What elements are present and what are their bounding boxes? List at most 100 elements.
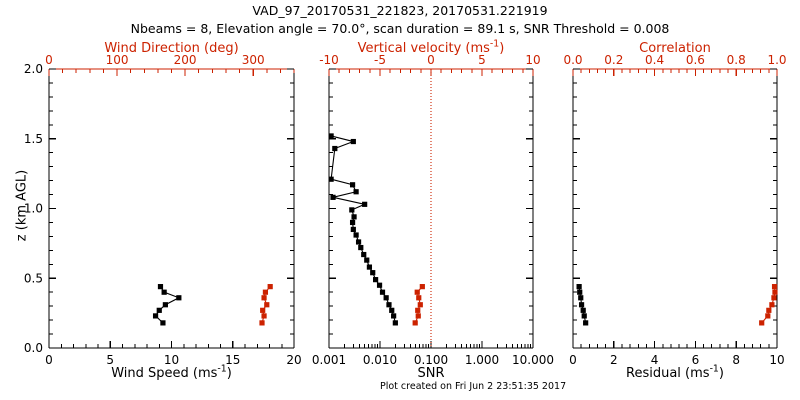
vertical-velocity-series-marker xyxy=(415,313,421,319)
snr-series-line xyxy=(330,135,396,324)
vertical-velocity-series-marker xyxy=(412,320,418,326)
wind-direction-series-marker xyxy=(267,284,273,290)
residual-series-marker xyxy=(576,284,582,290)
wind-direction-series-marker xyxy=(264,302,270,308)
snr-series-marker xyxy=(332,145,338,152)
panel-wind-top-tick-label: 200 xyxy=(174,53,197,67)
panel-snr-bottom-tick-label: 1.000 xyxy=(465,353,499,367)
panel-snr-top-tick-label: -5 xyxy=(374,53,386,67)
panel-residual-bottom-tick-label: 0 xyxy=(569,353,577,367)
panel-snr-top-tick-label: 10 xyxy=(525,53,540,67)
residual-series-marker xyxy=(578,302,585,308)
snr-series-marker xyxy=(366,264,373,270)
snr-series-marker xyxy=(361,251,367,258)
snr-series-marker xyxy=(373,277,379,283)
panel-residual-bottom-tick-label: 4 xyxy=(651,353,659,367)
panel-wind-bottom-axis-title: Wind Speed (ms-1) xyxy=(111,363,232,381)
panel-snr-bottom-tick-label: 0.001 xyxy=(312,353,346,367)
wind-direction-series-marker xyxy=(260,307,266,313)
wind-speed-series-marker xyxy=(157,284,164,290)
residual-series-marker xyxy=(578,295,584,301)
wind-speed-series-marker xyxy=(156,307,162,313)
snr-series-marker xyxy=(389,307,395,313)
snr-series-marker xyxy=(353,189,359,195)
panel-residual-bottom-tick-label: 6 xyxy=(692,353,700,367)
panel-wind-top-axis-title: Wind Direction (deg) xyxy=(104,41,239,56)
vertical-velocity-series-marker xyxy=(419,284,425,290)
correlation-series-marker xyxy=(766,307,772,313)
panel-wind-bottom-tick-label: 10 xyxy=(164,353,179,367)
snr-series-marker xyxy=(355,239,362,245)
vertical-velocity-series-marker xyxy=(417,302,423,308)
vertical-velocity-series-marker xyxy=(415,307,421,313)
panel-snr-bottom-tick-label: 10.000 xyxy=(512,353,554,367)
panel-residual-top-tick-label: 0.6 xyxy=(686,53,705,67)
snr-series-marker xyxy=(376,282,383,288)
correlation-series-marker xyxy=(772,289,778,295)
snr-series-marker xyxy=(392,320,398,326)
panel-wind-top-tick-label: 0 xyxy=(45,53,53,67)
panel-wind-top-tick-label: 300 xyxy=(242,53,265,67)
panel-residual-top-tick-label: 1.0 xyxy=(767,53,786,67)
correlation-series-marker xyxy=(771,295,777,301)
correlation-series-marker xyxy=(759,320,765,326)
panel-snr-top-tick-label: 0 xyxy=(427,53,435,67)
y-axis-tick-label: 2.0 xyxy=(24,62,43,76)
panel-residual-top-tick-label: 0.2 xyxy=(604,53,623,67)
wind-direction-series-marker xyxy=(261,295,267,301)
snr-series-marker xyxy=(349,182,356,188)
correlation-series-marker xyxy=(765,313,771,319)
plot-created-timestamp: Plot created on Fri Jun 2 23:51:35 2017 xyxy=(380,381,567,392)
panel-snr-bottom-tick-label: 0.100 xyxy=(414,353,448,367)
snr-series-marker xyxy=(350,138,356,145)
panel-snr-bottom-axis-title: SNR xyxy=(417,366,445,381)
snr-series-marker xyxy=(349,207,355,213)
panel-residual-bottom-tick-label: 10 xyxy=(769,353,784,367)
residual-series-marker xyxy=(577,289,583,295)
residual-series-marker xyxy=(583,320,589,326)
correlation-series-marker xyxy=(769,302,775,308)
vertical-velocity-series-marker xyxy=(414,289,420,295)
y-axis-tick-label: 1.0 xyxy=(24,202,43,216)
panel-residual-bottom-tick-label: 8 xyxy=(732,353,740,367)
residual-series-marker xyxy=(580,307,586,313)
snr-series-marker xyxy=(386,302,392,308)
wind-direction-series-marker xyxy=(259,320,265,326)
panel-snr-bottom-tick-label: 0.010 xyxy=(363,353,397,367)
panel-residual-top-axis-title: Correlation xyxy=(639,41,711,56)
snr-series-marker xyxy=(330,194,336,200)
snr-series-marker xyxy=(362,201,368,207)
panel-wind-bottom-tick-label: 15 xyxy=(225,353,240,367)
vertical-velocity-series-marker xyxy=(416,295,422,301)
snr-series-marker xyxy=(350,226,356,233)
panel-residual-bottom-axis-title: Residual (ms-1) xyxy=(626,363,724,381)
wind-direction-series-marker xyxy=(261,313,267,319)
panel-wind-bottom-tick-label: 0 xyxy=(45,353,53,367)
correlation-series-marker xyxy=(771,284,778,290)
y-axis-tick-label: 1.5 xyxy=(24,132,43,146)
panel-snr-top-tick-label: 5 xyxy=(478,53,486,67)
residual-series-marker xyxy=(581,313,587,319)
panel-residual-top-tick-label: 0.0 xyxy=(563,53,582,67)
snr-series-marker xyxy=(364,257,370,263)
y-axis-tick-label: 0.0 xyxy=(24,341,43,355)
panel-wind-top-tick-label: 100 xyxy=(106,53,129,67)
snr-series-marker xyxy=(349,219,356,226)
panel-wind-bottom-tick-label: 20 xyxy=(286,353,301,367)
snr-series-marker xyxy=(351,214,357,220)
panel-wind-bottom-tick-label: 5 xyxy=(106,353,114,367)
wind-speed-series-marker xyxy=(176,295,182,301)
panel-snr-top-tick-label: -10 xyxy=(319,53,339,67)
y-axis-tick-label: 0.5 xyxy=(24,271,43,285)
wind-speed-series-marker xyxy=(152,313,159,319)
snr-series-marker xyxy=(353,232,359,238)
wind-speed-series-marker xyxy=(161,289,167,295)
panel-residual-top-tick-label: 0.8 xyxy=(727,53,746,67)
panel-residual-top-tick-label: 0.4 xyxy=(645,53,664,67)
snr-series-marker xyxy=(391,313,397,319)
wind-direction-series-marker xyxy=(262,289,269,295)
snr-series-marker xyxy=(383,295,389,301)
panel-residual-bottom-tick-label: 2 xyxy=(610,353,618,367)
plot-subtitle: Nbeams = 8, Elevation angle = 70.0°, sca… xyxy=(130,21,670,36)
